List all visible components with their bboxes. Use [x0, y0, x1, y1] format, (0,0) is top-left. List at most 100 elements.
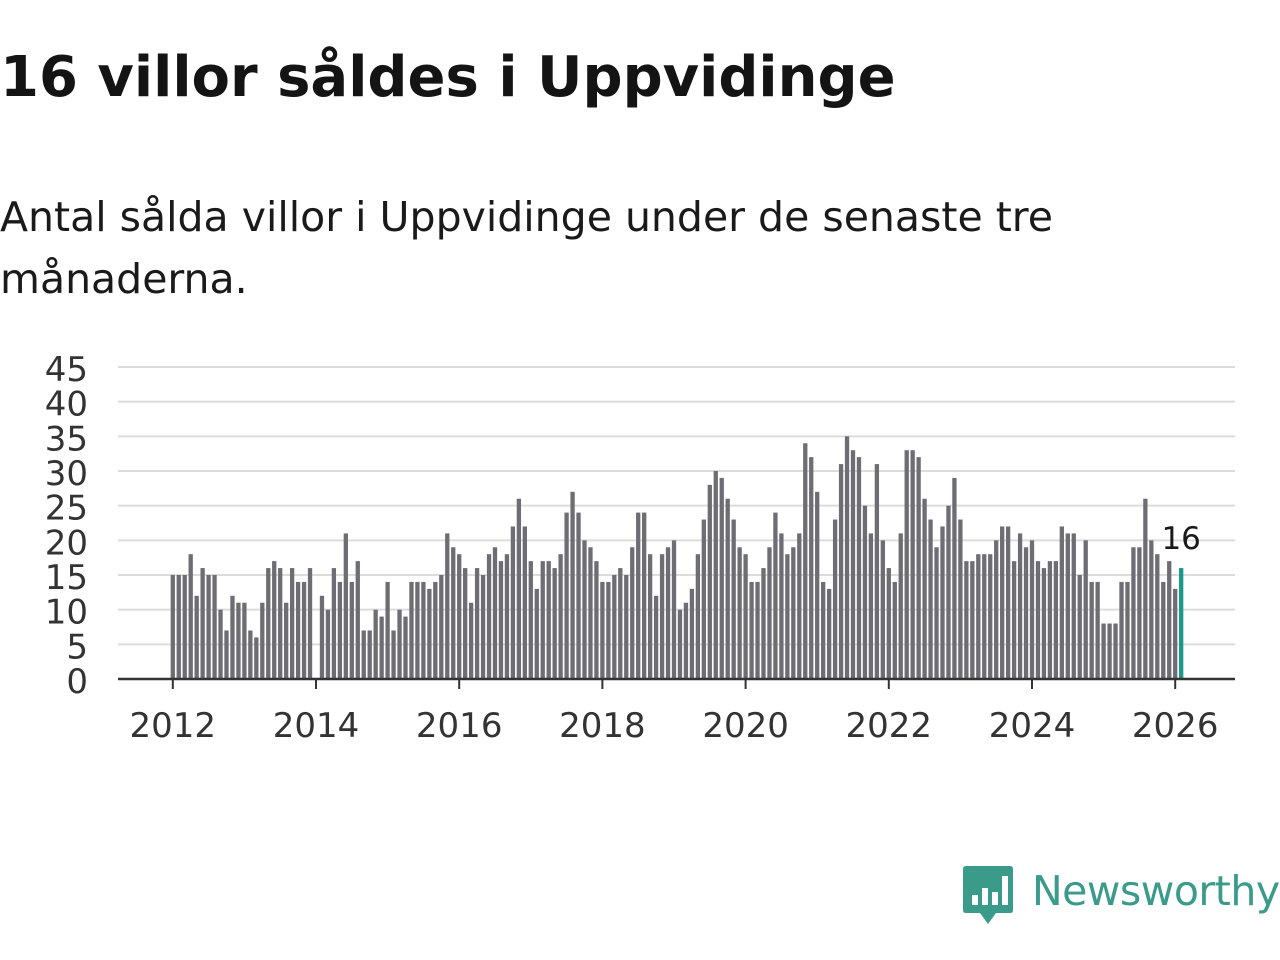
bar — [1107, 623, 1112, 679]
bar — [260, 602, 265, 679]
bar — [761, 568, 766, 679]
bar — [677, 609, 683, 679]
bar — [307, 568, 313, 679]
bar — [474, 568, 480, 679]
bar — [743, 554, 748, 679]
bar — [982, 554, 987, 679]
bar — [248, 630, 253, 679]
bar — [331, 568, 337, 679]
newsworthy-logo-icon — [963, 866, 1013, 924]
bar — [415, 581, 420, 679]
y-tick-label: 25 — [45, 489, 88, 529]
bar — [409, 581, 414, 679]
y-tick-label: 5 — [66, 627, 88, 667]
bar — [528, 561, 533, 679]
bar — [355, 561, 360, 679]
bar — [832, 519, 838, 679]
bar — [916, 457, 921, 679]
bar — [194, 595, 199, 679]
bar — [1119, 581, 1124, 679]
bar — [958, 519, 963, 679]
bar — [343, 533, 348, 679]
bar — [1047, 561, 1053, 679]
bar — [803, 443, 808, 679]
bar — [713, 471, 718, 679]
bar — [1167, 561, 1172, 679]
bar-latest — [1179, 568, 1184, 679]
bar — [886, 568, 891, 679]
bar — [212, 575, 217, 679]
bar — [451, 547, 456, 679]
bar — [272, 561, 277, 679]
bar — [809, 457, 814, 679]
bar — [510, 526, 516, 679]
bar — [206, 575, 211, 679]
x-tick-label: 2020 — [702, 706, 789, 746]
bar — [1041, 568, 1047, 679]
y-tick-label: 20 — [45, 523, 88, 563]
bar — [630, 547, 635, 679]
newsworthy-logo: Newsworthy — [962, 862, 1280, 928]
bar — [498, 561, 504, 679]
bar — [1143, 498, 1148, 679]
bar — [284, 602, 289, 679]
bar — [707, 484, 712, 679]
bar — [176, 575, 181, 679]
bar — [737, 547, 742, 679]
bar — [457, 554, 462, 679]
bars — [170, 436, 1184, 679]
bar — [1071, 533, 1076, 679]
x-tick-label: 2016 — [416, 706, 503, 746]
bar — [200, 568, 205, 679]
bar — [701, 519, 706, 679]
bar — [1011, 561, 1017, 679]
bar — [301, 581, 307, 679]
bar — [642, 512, 647, 679]
bar — [815, 491, 820, 679]
bar — [403, 616, 408, 679]
bar — [1161, 581, 1166, 679]
bar — [278, 568, 283, 679]
x-tick-label: 2014 — [273, 706, 360, 746]
bar — [1053, 561, 1059, 679]
bar — [1137, 547, 1142, 679]
bar — [564, 512, 569, 679]
bar — [463, 568, 468, 679]
bar — [1101, 623, 1106, 679]
bar — [468, 602, 474, 679]
bar — [319, 595, 325, 679]
bar — [647, 554, 653, 679]
bar — [618, 568, 623, 679]
bar — [230, 595, 235, 679]
bar — [719, 477, 724, 679]
data-labels: 16 — [1161, 521, 1200, 557]
bar — [821, 581, 826, 679]
bar — [868, 533, 874, 679]
y-tick-label: 10 — [45, 593, 88, 633]
bar — [295, 581, 301, 679]
bar — [600, 581, 605, 679]
bar — [779, 533, 784, 679]
newsworthy-logo-text: Newsworthy — [1032, 867, 1280, 915]
bar — [349, 581, 354, 679]
bar — [433, 581, 438, 679]
bar — [731, 519, 736, 679]
bar — [504, 554, 510, 679]
x-tick-label: 2022 — [846, 706, 933, 746]
y-tick-label: 40 — [45, 385, 88, 425]
bar — [367, 630, 372, 679]
bar — [612, 575, 617, 679]
bar — [534, 588, 539, 679]
bar — [689, 588, 695, 679]
bar — [671, 540, 677, 679]
bar — [576, 512, 581, 679]
y-tick-label: 15 — [45, 558, 88, 598]
bar — [170, 575, 175, 679]
bar — [445, 533, 450, 679]
bar — [522, 526, 527, 679]
bar — [994, 540, 999, 679]
bar — [659, 554, 665, 679]
x-tick-label: 2012 — [130, 706, 217, 746]
bar — [1005, 526, 1011, 679]
bar — [1017, 533, 1023, 679]
